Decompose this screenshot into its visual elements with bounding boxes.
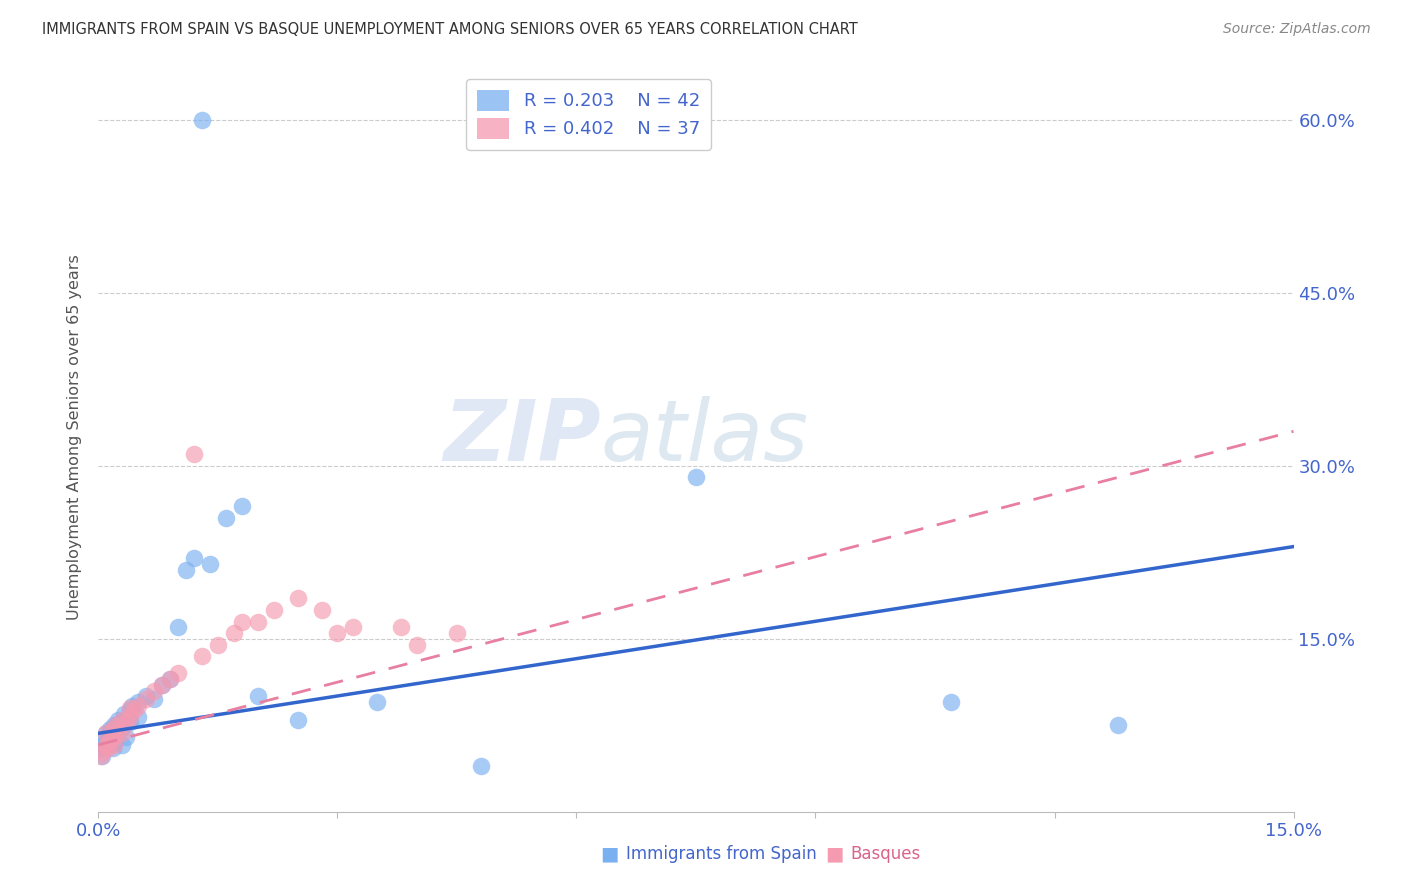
Point [143,683,166,698]
Point [167,666,190,681]
Text: Basques: Basques [851,846,921,863]
Point [174,563,197,577]
Point [127,698,149,713]
Point [939,695,962,709]
Text: ZIP: ZIP [443,395,600,479]
Point [127,710,149,724]
Point [366,695,388,709]
Point [111,713,134,727]
Point [124,703,146,717]
Point [96,726,118,740]
Point [222,626,245,640]
Point [103,735,125,749]
Point [1107,718,1129,732]
Point [215,510,238,524]
Point [93,735,115,749]
Point [115,730,138,744]
Point [159,672,181,686]
Point [107,724,129,739]
Point [98,733,122,747]
Point [90,741,112,756]
Text: Source: ZipAtlas.com: Source: ZipAtlas.com [1223,22,1371,37]
Point [96,726,118,740]
Point [135,690,157,704]
Point [120,714,142,729]
Point [90,749,112,764]
Point [159,672,181,686]
Point [91,745,114,759]
Text: ■: ■ [600,845,619,863]
Point [104,726,127,740]
Point [111,726,134,740]
Point [231,500,253,514]
Point [246,615,269,629]
Point [97,738,120,752]
Point [183,447,205,461]
Point [342,620,364,634]
Point [107,713,129,727]
Point [406,638,429,652]
Point [110,722,132,736]
Text: Immigrants from Spain: Immigrants from Spain [626,846,817,863]
Text: IMMIGRANTS FROM SPAIN VS BASQUE UNEMPLOYMENT AMONG SENIORS OVER 65 YEARS CORRELA: IMMIGRANTS FROM SPAIN VS BASQUE UNEMPLOY… [42,22,858,37]
Point [207,638,229,652]
Point [111,738,134,752]
Point [120,701,142,715]
Point [96,733,118,747]
Point [685,470,707,484]
Point [103,730,125,744]
Point [198,557,221,571]
Point [287,713,309,727]
Point [231,615,253,629]
Point [191,113,214,128]
Point [167,620,190,634]
Point [96,738,118,752]
Point [183,551,205,566]
Text: ■: ■ [825,845,844,863]
Point [246,690,269,704]
Point [120,710,142,724]
Point [111,714,134,729]
Point [101,722,124,736]
Point [100,724,122,739]
Point [287,591,309,606]
Point [135,691,157,706]
Y-axis label: Unemployment Among Seniors over 65 years: Unemployment Among Seniors over 65 years [67,254,83,620]
Point [470,758,492,772]
Point [98,722,121,736]
Point [143,691,166,706]
Point [326,626,349,640]
Point [97,741,120,756]
Point [121,698,143,713]
Point [98,730,122,744]
Point [311,603,333,617]
Point [115,714,138,729]
Point [150,678,173,692]
Point [150,678,173,692]
Point [104,718,127,732]
Point [101,741,124,756]
Point [127,695,149,709]
Point [91,749,114,764]
Legend: R = 0.203    N = 42, R = 0.402    N = 37: R = 0.203 N = 42, R = 0.402 N = 37 [465,79,711,150]
Point [446,626,468,640]
Point [103,738,125,752]
Point [389,620,412,634]
Text: atlas: atlas [600,395,808,479]
Point [103,718,125,732]
Point [112,706,135,721]
Point [263,603,285,617]
Point [191,649,214,664]
Point [120,703,142,717]
